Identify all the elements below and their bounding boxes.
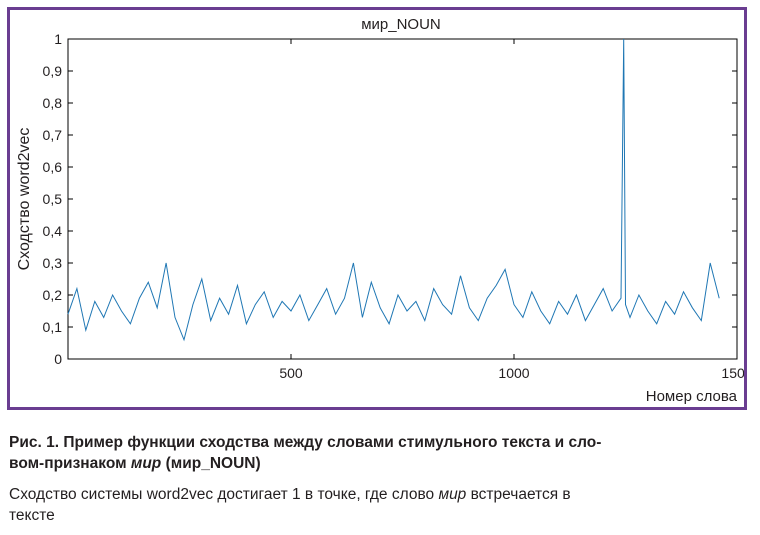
x-tick-label: 1000 xyxy=(498,365,529,381)
caption-keyword: мир xyxy=(130,455,162,472)
caption-title-line: вом-признаком мир (мир_NOUN) xyxy=(9,453,751,474)
y-tick-label: 0,4 xyxy=(43,223,63,239)
y-tick-label: 0,9 xyxy=(43,63,63,79)
y-tick-label: 0,5 xyxy=(43,191,63,207)
figure-frame: 00,10,20,30,40,50,60,70,80,9150010001500… xyxy=(7,7,747,410)
y-axis-label: Сходство word2vec xyxy=(16,128,33,271)
caption-text: Сходство системы word2vec достигает 1 в … xyxy=(9,486,439,503)
caption-keyword: мир xyxy=(438,486,467,503)
caption-text: встречается в xyxy=(466,486,571,503)
x-axis-label: Номер слова xyxy=(646,388,738,405)
figure-caption-body: Сходство системы word2vec достигает 1 в … xyxy=(9,484,751,526)
plot-area xyxy=(67,38,738,360)
figure-caption-title: Рис. 1. Пример функции сходства между сл… xyxy=(9,432,751,474)
y-tick-label: 1 xyxy=(54,31,62,47)
y-tick-label: 0,2 xyxy=(43,287,63,303)
y-tick-label: 0,8 xyxy=(43,95,63,111)
line-chart: 00,10,20,30,40,50,60,70,80,9150010001500… xyxy=(16,16,744,405)
caption-text: вом-признаком xyxy=(9,455,131,472)
chart-title: мир_NOUN xyxy=(361,16,441,33)
y-tick-label: 0,7 xyxy=(43,127,63,143)
caption-body-line: Сходство системы word2vec достигает 1 в … xyxy=(9,484,751,505)
y-tick-label: 0 xyxy=(54,351,62,367)
caption-text: (мир_NOUN) xyxy=(161,455,261,472)
caption-body-line: тексте xyxy=(9,507,55,524)
y-tick-label: 0,3 xyxy=(43,255,63,271)
series-line xyxy=(67,38,720,342)
caption-title-line: Рис. 1. Пример функции сходства между сл… xyxy=(9,434,602,451)
y-tick-label: 0,6 xyxy=(43,159,63,175)
y-tick-label: 0,1 xyxy=(43,319,63,335)
x-tick-label: 500 xyxy=(279,365,303,381)
